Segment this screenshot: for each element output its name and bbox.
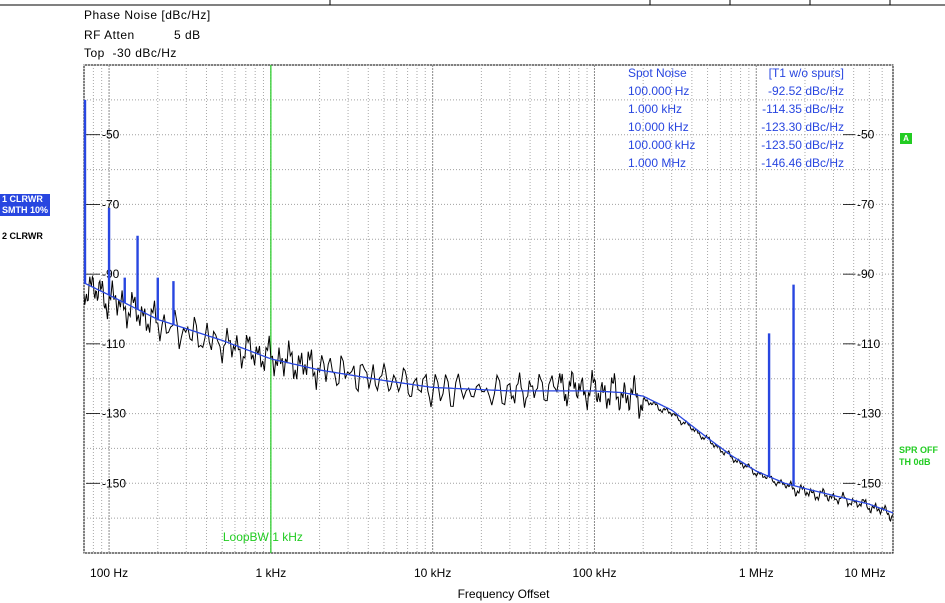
y-tick-label: -90 [102, 267, 120, 281]
spur-removal-status: SPR OFF TH 0dB [899, 444, 938, 468]
spot-noise-header: Spot Noise [628, 66, 687, 80]
y-tick-label-right: -70 [857, 197, 875, 211]
spot-noise-frequency: 10.000 kHz [628, 120, 689, 134]
header-top-level: Top -30 dBc/Hz [84, 46, 177, 60]
spot-noise-frequency: 100.000 Hz [628, 84, 689, 98]
trace1-smoothing: SMTH 10% [2, 205, 49, 215]
y-tick-label: -130 [102, 407, 126, 421]
header-title: Phase Noise [dBc/Hz] [84, 8, 211, 22]
spot-noise-value: -92.52 dBc/Hz [768, 84, 844, 98]
loop-bandwidth-marker: LoopBW 1 kHz [223, 65, 303, 553]
trace-series [83, 274, 894, 522]
trace-line [83, 282, 894, 514]
top-toolbar-strip [0, 0, 945, 6]
y-tick-label-right: -50 [857, 128, 875, 142]
top-toolbar-lines [0, 0, 945, 6]
spur-removal-line1: SPR OFF [899, 445, 939, 455]
spur-lines [83, 99, 795, 486]
x-tick-label: 10 MHz [844, 566, 885, 580]
y-tick-label-right: -150 [857, 476, 881, 490]
y-tick-label: -110 [102, 337, 125, 351]
y-tick-label-right: -90 [857, 267, 875, 281]
x-tick-label: 100 kHz [572, 566, 616, 580]
x-tick-label: 100 Hz [90, 566, 128, 580]
trace1-indicator: 1 CLRWR SMTH 10% [0, 194, 51, 216]
y-tick-label: -50 [102, 128, 120, 142]
x-tick-label: 1 kHz [256, 566, 287, 580]
spot-noise-value: -146.46 dBc/Hz [761, 156, 844, 170]
y-tick-labels-right: -50 -70 -90 -110 -130 -150 [843, 128, 881, 490]
spot-noise-trace-header: [T1 w/o spurs] [769, 66, 844, 80]
y-tick-labels-left: -50 -70 -90 -110 -130 -150 [86, 128, 126, 490]
trace-line [83, 274, 894, 522]
y-tick-label: -150 [102, 476, 126, 490]
spot-noise-frequency: 1.000 kHz [628, 102, 682, 116]
y-tick-label-right: -110 [857, 337, 880, 351]
y-tick-label: -70 [102, 197, 120, 211]
marker-a-badge: A [900, 133, 912, 144]
trace1-mode: 1 CLRWR [2, 194, 43, 204]
header-rf-atten-label: RF Atten [84, 28, 135, 42]
x-tick-labels: 100 Hz 1 kHz 10 kHz 100 kHz 1 MHz 10 MHz [90, 566, 886, 580]
header-rf-atten-value: 5 dB [174, 28, 201, 42]
spot-noise-frequency: 1.000 MHz [628, 156, 686, 170]
spot-noise-value: -123.50 dBc/Hz [761, 138, 844, 152]
spot-noise-value: -123.30 dBc/Hz [761, 120, 844, 134]
x-tick-label: 10 kHz [414, 566, 451, 580]
loop-bandwidth-label: LoopBW 1 kHz [223, 530, 303, 544]
spot-noise-table: Spot Noise [T1 w/o spurs] 100.000 Hz -92.52… [628, 66, 844, 170]
spot-noise-frequency: 100.000 kHz [628, 138, 695, 152]
trace2-indicator: 2 CLRWR [2, 231, 43, 241]
spur-removal-line2: TH 0dB [899, 457, 931, 467]
x-tick-label: 1 MHz [739, 566, 774, 580]
y-tick-label-right: -130 [857, 407, 881, 421]
spot-noise-value: -114.35 dBc/Hz [762, 102, 844, 116]
x-axis-label: Frequency Offset [458, 587, 550, 601]
